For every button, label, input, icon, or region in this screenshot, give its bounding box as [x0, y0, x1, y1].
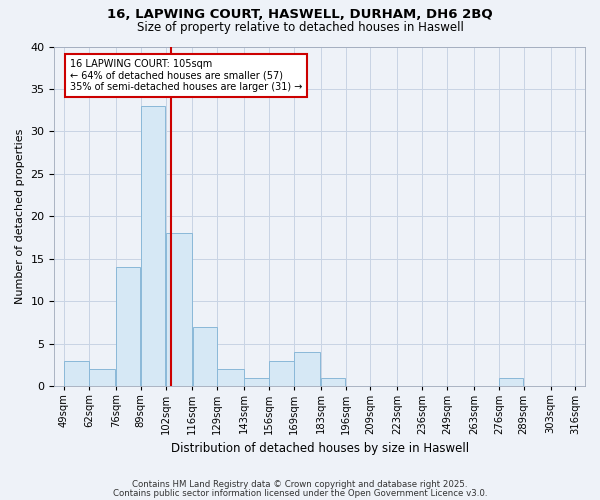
Bar: [64, 361, 89, 386]
Bar: [116, 268, 140, 386]
Bar: [141, 106, 165, 386]
Bar: [294, 352, 320, 386]
Bar: [193, 327, 217, 386]
Text: Contains HM Land Registry data © Crown copyright and database right 2025.: Contains HM Land Registry data © Crown c…: [132, 480, 468, 489]
Bar: [321, 378, 346, 386]
Y-axis label: Number of detached properties: Number of detached properties: [15, 128, 25, 304]
Bar: [269, 361, 293, 386]
Bar: [244, 378, 269, 386]
Bar: [217, 370, 244, 386]
Bar: [166, 234, 192, 386]
X-axis label: Distribution of detached houses by size in Haswell: Distribution of detached houses by size …: [170, 442, 469, 455]
Text: 16, LAPWING COURT, HASWELL, DURHAM, DH6 2BQ: 16, LAPWING COURT, HASWELL, DURHAM, DH6 …: [107, 8, 493, 20]
Bar: [499, 378, 523, 386]
Bar: [89, 370, 115, 386]
Text: 16 LAPWING COURT: 105sqm
← 64% of detached houses are smaller (57)
35% of semi-d: 16 LAPWING COURT: 105sqm ← 64% of detach…: [70, 59, 302, 92]
Text: Size of property relative to detached houses in Haswell: Size of property relative to detached ho…: [137, 21, 463, 34]
Text: Contains public sector information licensed under the Open Government Licence v3: Contains public sector information licen…: [113, 488, 487, 498]
